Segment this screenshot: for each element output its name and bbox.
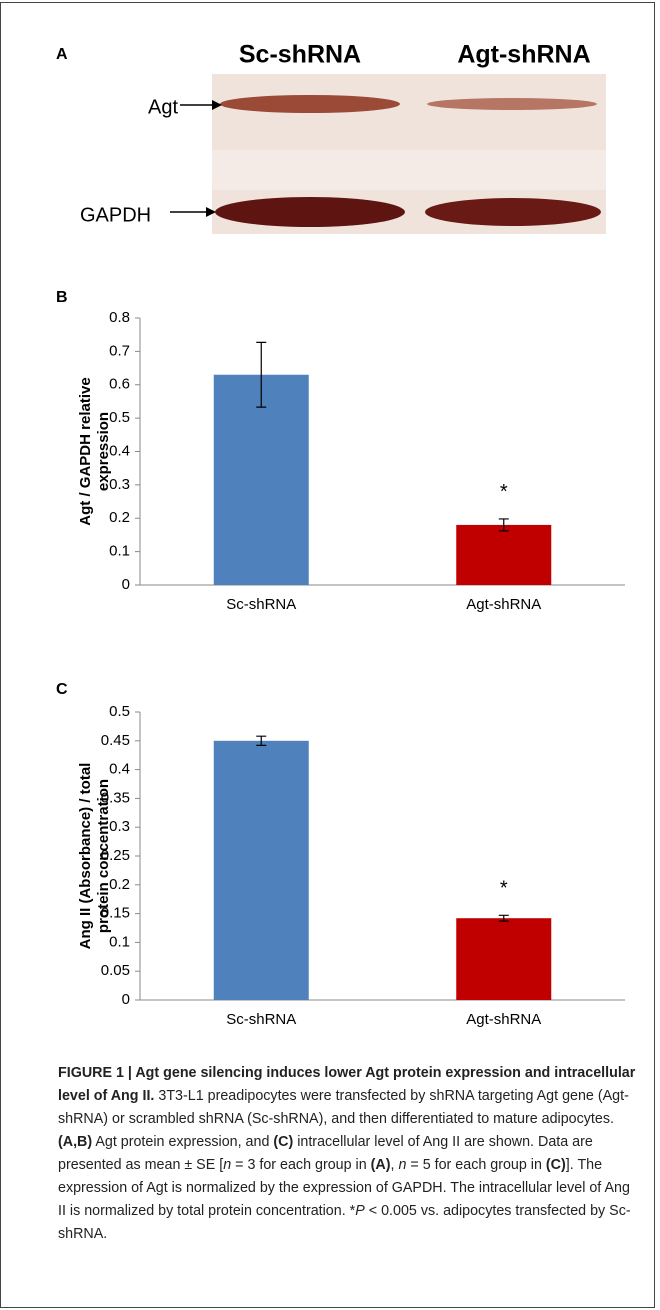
error-bar [498,518,509,532]
caption-text: < 0.005 vs. adipocytes transfected by Sc… [58,1203,631,1242]
blot-band [425,198,601,226]
y-tick-label: 0.8 [109,309,130,326]
y-tick-label: 0.35 [101,789,130,806]
y-tick-label: 0.3 [109,476,130,493]
error-bar [256,735,267,747]
x-tick-label: Agt-shRNA [466,596,541,613]
caption-text: = 5 for each group in [406,1157,546,1173]
error-bar [498,914,509,922]
y-tick-label: 0.25 [101,847,130,864]
y-axis-label: Agt / GAPDH relative [77,377,94,525]
caption-symbol: P [355,1203,365,1219]
bar [213,374,309,585]
caption-symbol: n [398,1157,407,1173]
x-tick-label: Agt-shRNA [466,1011,541,1028]
y-tick-label: 0.45 [101,732,130,749]
blot-shade [212,150,606,190]
y-tick-label: 0.2 [109,509,130,526]
y-tick-label: 0.6 [109,376,130,393]
caption-text: 3T3-L1 preadipocytes were transfected by… [58,1088,629,1127]
caption-title: FIGURE 1 | Agt gene silencing induces lo… [58,1065,636,1104]
caption-text: Agt protein expression, and [92,1134,274,1150]
caption-symbol: n [223,1157,232,1173]
blot-band [427,98,597,110]
lane-label: Sc-shRNA [239,41,361,69]
y-tick-label: 0 [122,576,130,593]
arrow-head [212,100,222,110]
band-label: Agt [148,96,178,118]
arrow-head [206,207,216,217]
caption-text: ]. The expression of Agt is normalized b… [58,1157,630,1219]
panel-label: A [56,46,68,63]
blot-band [215,197,405,227]
bar [456,524,552,585]
caption-ref: (A,B) [58,1134,93,1150]
y-tick-label: 0.5 [109,409,130,426]
panel-label: C [56,681,68,698]
significance-mark: * [500,878,508,900]
panel-label: B [56,289,68,306]
error-bar [256,341,267,408]
caption-text: , [390,1157,399,1173]
y-tick-label: 0.7 [109,342,130,359]
blot-band [220,95,400,113]
y-tick-label: 0.1 [109,933,130,950]
caption-ref: (C) [545,1157,566,1173]
y-tick-label: 0.3 [109,818,130,835]
y-tick-label: 0.05 [101,962,130,979]
significance-mark: * [500,481,508,503]
x-tick-label: Sc-shRNA [226,1011,296,1028]
y-tick-label: 0.4 [109,761,130,778]
bar [213,740,309,1000]
x-tick-label: Sc-shRNA [226,596,296,613]
y-tick-label: 0.1 [109,543,130,560]
y-axis-label: Ang II (Absorbance) / total [77,763,94,950]
y-tick-label: 0.5 [109,703,130,720]
caption: FIGURE 1 | Agt gene silencing induces lo… [58,1062,636,1246]
band-label: GAPDH [80,204,151,226]
caption-ref: (A) [370,1157,391,1173]
y-tick-label: 0.2 [109,876,130,893]
y-tick-label: 0 [122,991,130,1008]
caption-symbol: * [349,1203,356,1219]
y-axis-label: protein concentration [95,779,112,933]
y-tick-label: 0.15 [101,905,130,922]
bar [456,918,552,1000]
y-tick-label: 0.4 [109,442,130,459]
caption-ref: (C) [273,1134,294,1150]
y-axis-label: expression [95,412,112,491]
caption-text: = 3 for each group in [231,1157,371,1173]
caption-text: intracellular level of Ang II are shown.… [58,1134,593,1173]
lane-label: Agt-shRNA [457,41,590,69]
